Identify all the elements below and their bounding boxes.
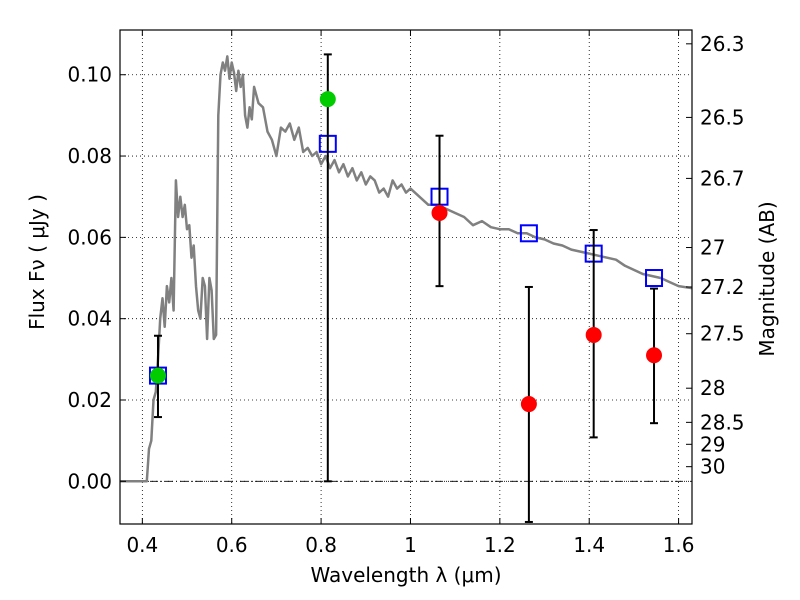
x-tick-label: 0.6 xyxy=(216,533,248,557)
right-tick-label: 29 xyxy=(700,432,725,456)
y-tick-label: 0.00 xyxy=(67,469,112,493)
x-tick-label: 0.8 xyxy=(305,533,337,557)
right-tick-label: 28 xyxy=(700,376,725,400)
right-tick-label: 27.5 xyxy=(700,322,745,346)
y-axis-label: Flux Fν ( μJy ) xyxy=(25,194,49,330)
observed-flux-point xyxy=(431,204,448,221)
y-tick-label: 0.04 xyxy=(67,307,112,331)
x-tick-label: 1 xyxy=(404,533,417,557)
observed-flux-point xyxy=(149,367,166,384)
y-tick-label: 0.06 xyxy=(67,225,112,249)
right-tick-label: 26.7 xyxy=(700,166,745,190)
y-tick-label: 0.02 xyxy=(67,388,112,412)
observed-flux-point xyxy=(520,396,537,413)
right-tick-label: 26.5 xyxy=(700,105,745,129)
right-axis-label: Magnitude (AB) xyxy=(755,201,779,356)
plot-frame xyxy=(119,29,693,525)
x-axis-label: Wavelength λ (μm) xyxy=(310,563,501,587)
x-tick-label: 1.6 xyxy=(663,533,695,557)
y-tick-label: 0.10 xyxy=(67,63,112,87)
right-tick-label: 30 xyxy=(700,455,725,479)
synthetic-photometry-square xyxy=(645,269,664,288)
observed-flux-point xyxy=(646,347,663,364)
y-tick-label: 0.08 xyxy=(67,144,112,168)
x-tick-label: 1.2 xyxy=(484,533,516,557)
series-layer xyxy=(120,53,693,523)
x-tick-label: 0.4 xyxy=(126,533,158,557)
right-tick-label: 26.3 xyxy=(700,32,745,56)
right-tick-label: 28.5 xyxy=(700,410,745,434)
synthetic-photometry-square xyxy=(519,224,538,243)
model-spectrum-line xyxy=(120,55,693,483)
x-tick-label: 1.4 xyxy=(573,533,605,557)
observed-flux-point xyxy=(585,326,602,343)
observed-flux-point xyxy=(319,91,336,108)
y-axis-ticks: 0.00 0.02 0.04 0.06 0.08 0.10 xyxy=(67,63,126,493)
grid-lines xyxy=(120,30,692,524)
right-tick-label: 27.2 xyxy=(700,275,745,299)
x-axis-ticks: 0.4 0.6 0.8 1 1.2 1.4 1.6 xyxy=(126,30,695,557)
right-tick-label: 27 xyxy=(700,236,725,260)
